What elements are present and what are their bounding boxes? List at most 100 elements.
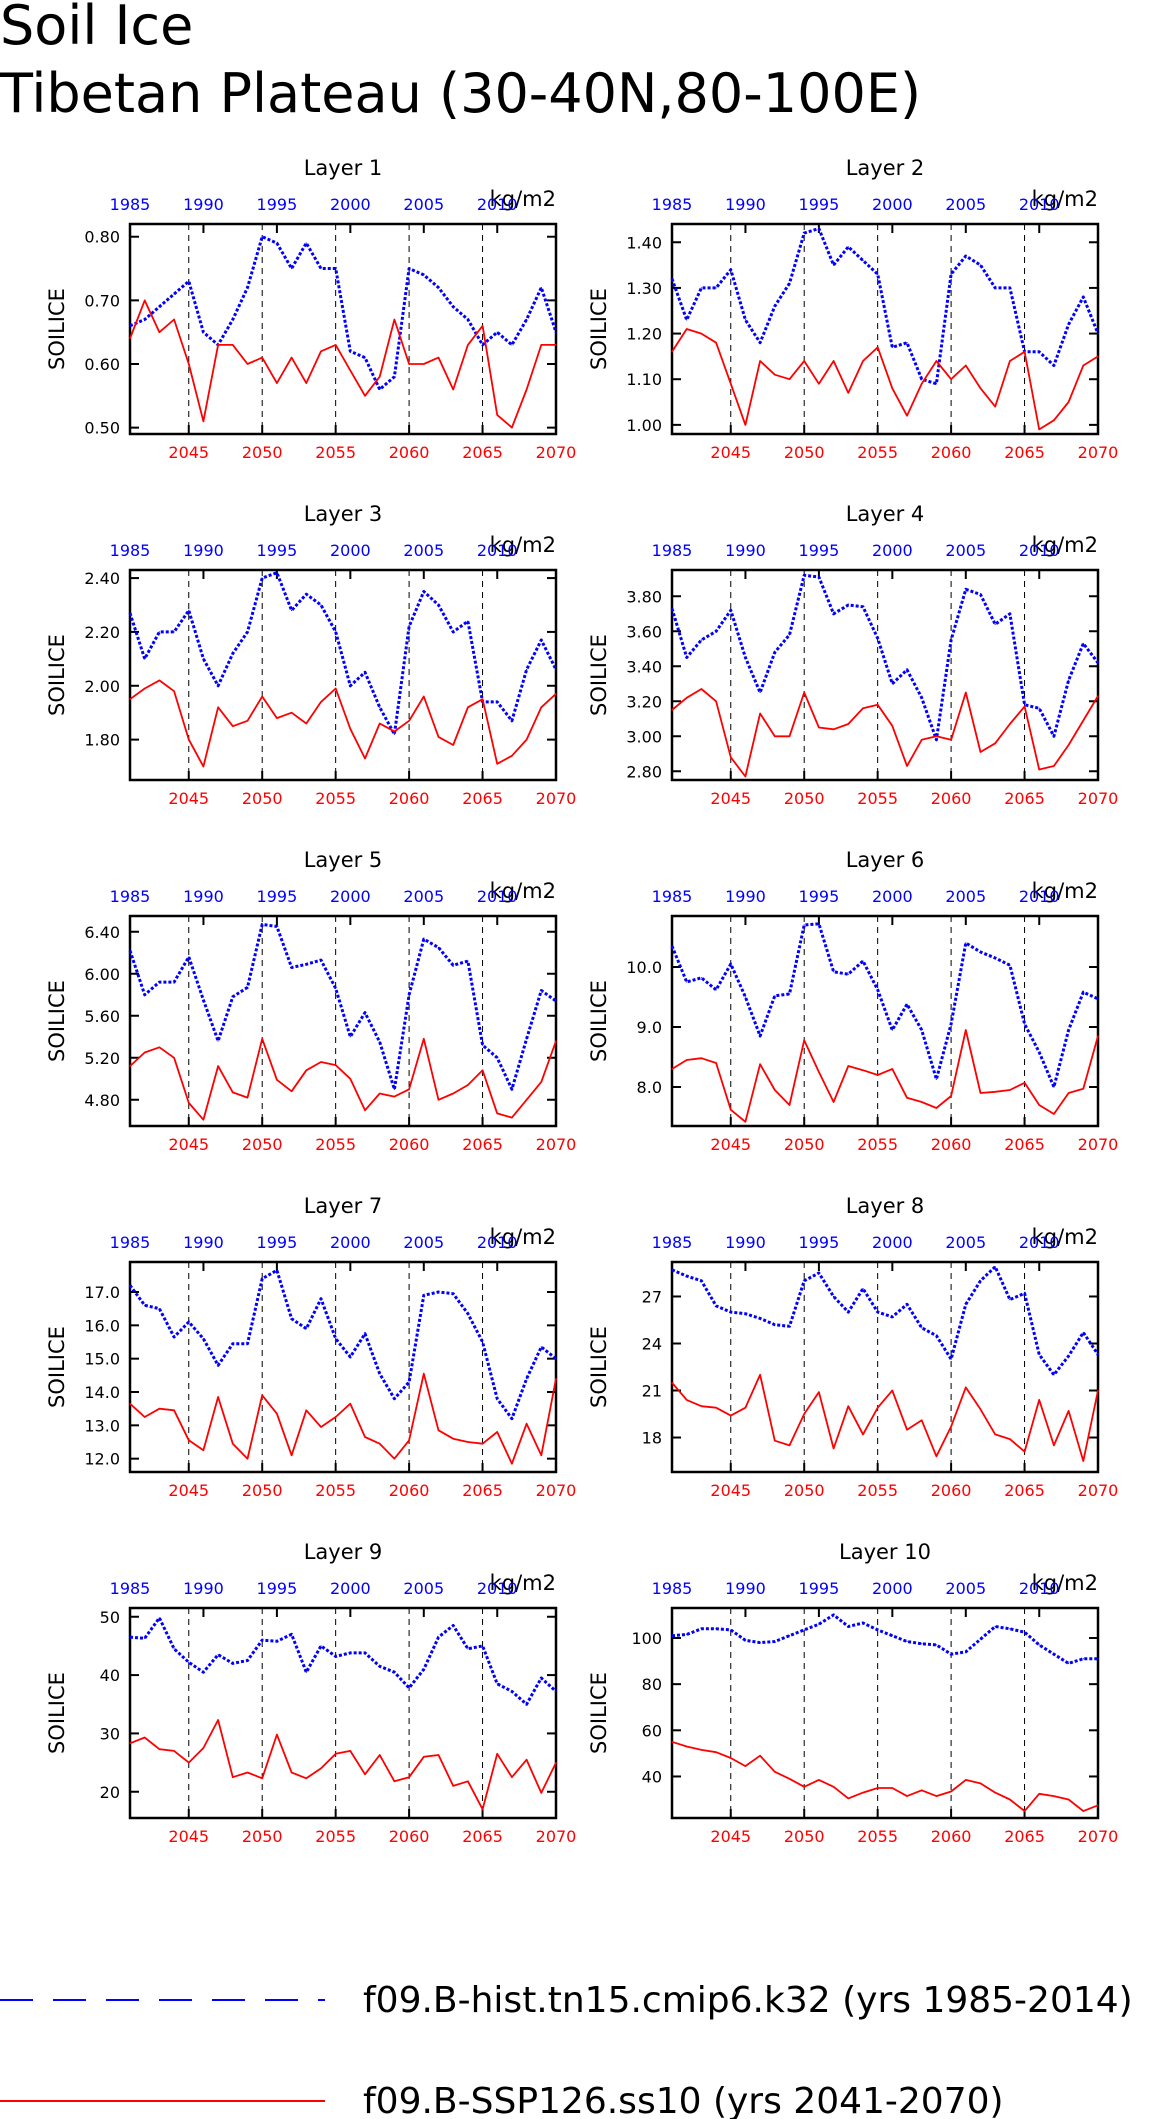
data-point-hist	[290, 1633, 293, 1635]
data-point-ssp	[232, 725, 234, 727]
data-point-ssp	[744, 1407, 747, 1409]
data-point-ssp	[408, 1776, 410, 1778]
data-point-hist	[979, 264, 982, 266]
data-point-ssp	[349, 369, 351, 371]
data-point-hist	[906, 1303, 908, 1305]
y-tick-label: 0.80	[84, 228, 120, 247]
data-point-hist	[671, 1635, 673, 1637]
x-tick-label-top: 2000	[872, 541, 913, 560]
data-point-hist	[335, 1338, 337, 1340]
data-point-ssp	[364, 395, 366, 397]
data-point-ssp	[950, 739, 952, 741]
x-tick-label-bottom: 2065	[1004, 789, 1045, 808]
data-point-ssp	[803, 691, 805, 694]
data-point-hist	[965, 1651, 967, 1653]
series-line-ssp	[671, 1029, 1099, 1123]
data-point-hist	[202, 1338, 205, 1340]
data-point-ssp	[950, 1425, 952, 1428]
y-tick-label: 100	[631, 1629, 662, 1648]
x-tick-label-bottom: 2045	[168, 1135, 209, 1154]
data-point-hist	[891, 1635, 893, 1637]
x-tick-label-bottom: 2065	[462, 1827, 503, 1846]
data-point-hist	[788, 282, 791, 284]
data-point-ssp	[261, 1038, 263, 1040]
x-tick-label-bottom: 2065	[1004, 1135, 1045, 1154]
x-tick-label-top: 1985	[110, 541, 151, 560]
x-tick-label-top: 1990	[725, 195, 766, 214]
data-point-hist	[393, 1398, 396, 1400]
data-point-ssp	[144, 1416, 146, 1418]
x-tick-label-top: 2010	[1019, 1233, 1060, 1252]
data-point-hist	[994, 957, 996, 959]
data-point-hist	[481, 1341, 484, 1343]
x-tick-label-bottom: 2060	[931, 1135, 972, 1154]
data-point-hist	[467, 1648, 469, 1650]
data-point-ssp	[467, 1441, 469, 1443]
data-point-ssp	[1009, 723, 1011, 725]
data-point-ssp	[1082, 719, 1084, 722]
data-point-ssp	[1023, 705, 1026, 708]
data-point-ssp	[700, 332, 702, 335]
data-point-hist	[202, 999, 205, 1001]
x-tick-label-top: 2000	[330, 541, 371, 560]
data-point-hist	[1038, 1644, 1040, 1646]
data-point-hist	[173, 1336, 175, 1338]
data-point-ssp	[246, 363, 249, 365]
x-tick-label-top: 2010	[477, 1233, 518, 1252]
data-point-hist	[921, 378, 923, 380]
data-point-ssp	[364, 757, 366, 760]
series-line-ssp	[129, 1037, 557, 1121]
data-point-hist	[1053, 1653, 1055, 1655]
data-point-ssp	[891, 725, 893, 727]
data-point-ssp	[818, 1391, 820, 1393]
data-point-hist	[832, 971, 835, 973]
data-point-hist	[408, 1687, 410, 1689]
data-point-ssp	[686, 1399, 688, 1401]
data-point-ssp	[1082, 1088, 1084, 1090]
data-point-ssp	[759, 360, 761, 362]
data-point-hist	[129, 612, 131, 614]
x-tick-label-bottom: 2050	[784, 443, 825, 462]
y-tick-label: 50	[100, 1608, 120, 1627]
x-tick-label-bottom: 2065	[1004, 1827, 1045, 1846]
y-axis-label: SOILICE	[587, 634, 611, 716]
data-point-ssp	[847, 392, 849, 394]
x-tick-label-bottom: 2050	[784, 789, 825, 808]
data-point-ssp	[349, 1403, 351, 1405]
data-point-hist	[1038, 1051, 1040, 1053]
chart-panel-5: Layer 5 kg/m2 SOILICE 4.80 5.20 5.60 6.00 6.40 2…	[45, 848, 576, 1154]
data-point-hist	[305, 963, 307, 965]
data-point-ssp	[437, 1429, 440, 1431]
data-point-ssp	[173, 318, 175, 321]
data-point-hist	[774, 1640, 776, 1643]
series-line-hist	[128, 922, 557, 1091]
data-point-ssp	[408, 720, 410, 722]
data-point-hist	[526, 669, 528, 671]
x-tick-label-bottom: 2070	[536, 1481, 577, 1500]
data-point-hist	[803, 1280, 805, 1282]
data-point-hist	[700, 1280, 702, 1282]
data-point-ssp	[158, 1046, 160, 1048]
data-point-ssp	[832, 728, 835, 730]
data-point-ssp	[467, 344, 469, 346]
data-point-hist	[188, 1321, 190, 1323]
y-tick-label: 40	[642, 1767, 662, 1786]
x-tick-label-top: 1995	[257, 195, 298, 214]
y-tick-label: 13.0	[84, 1416, 120, 1435]
y-axis-label: SOILICE	[587, 288, 611, 370]
data-point-hist	[379, 706, 381, 708]
x-tick-label-top: 2010	[477, 1579, 518, 1598]
x-tick-label-top: 1990	[183, 887, 224, 906]
data-point-ssp	[158, 1748, 160, 1750]
data-point-hist	[349, 685, 351, 687]
x-tick-label-bottom: 2050	[242, 1481, 283, 1500]
data-point-hist	[526, 318, 528, 321]
data-point-ssp	[511, 1117, 513, 1119]
data-point-ssp	[847, 1405, 849, 1407]
data-point-ssp	[261, 1394, 263, 1396]
data-point-hist	[744, 996, 747, 998]
data-point-hist	[246, 1659, 249, 1662]
data-point-ssp	[364, 1436, 366, 1438]
data-point-hist	[774, 651, 776, 653]
data-point-hist	[921, 697, 923, 699]
